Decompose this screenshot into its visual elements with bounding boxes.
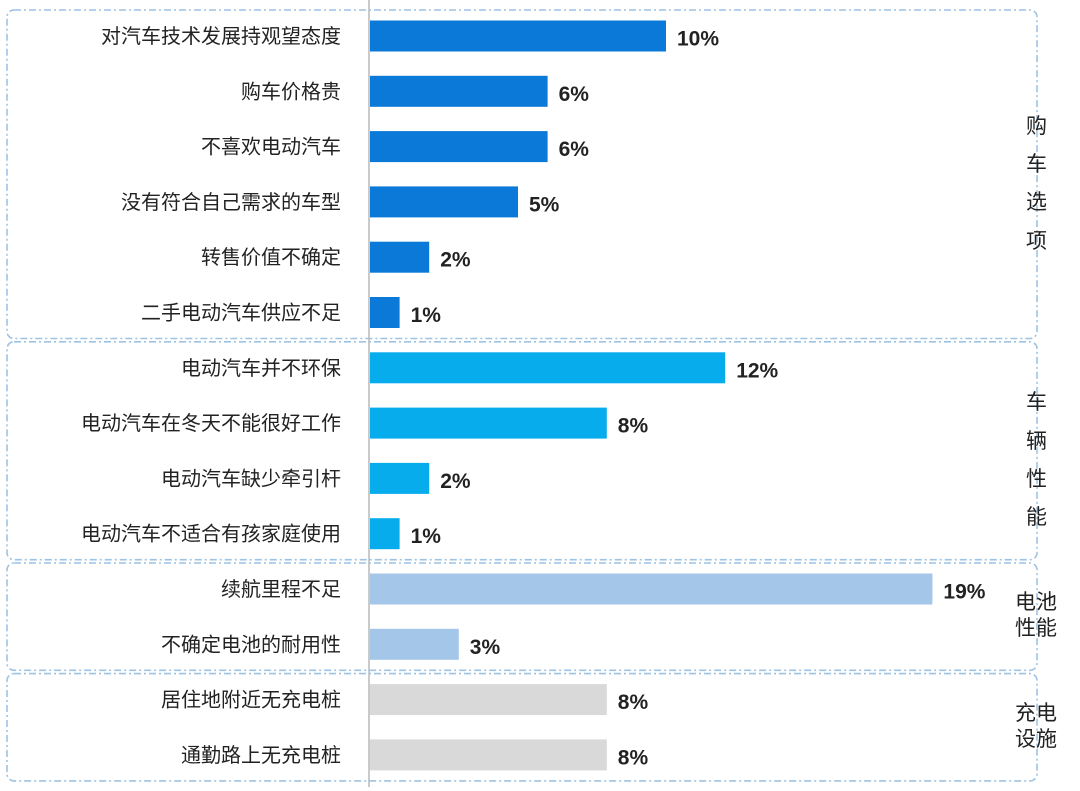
bar-0-4: [370, 241, 430, 273]
bar-0-0: [370, 20, 666, 52]
value-label: 8%: [618, 415, 649, 438]
category-label: 没有符合自己需求的车型: [121, 190, 341, 214]
value-label: 10%: [677, 28, 719, 51]
bar-2-1: [370, 628, 459, 660]
category-label: 电动汽车在冬天不能很好工作: [81, 411, 341, 435]
bar-0-2: [370, 131, 548, 163]
group-box-1: [6, 340, 1038, 561]
bar-0-3: [370, 186, 518, 218]
category-label: 购车价格贵: [241, 79, 341, 103]
bar-2-0: [370, 573, 933, 605]
bar-0-5: [370, 297, 400, 328]
bar-1-3: [370, 518, 400, 550]
category-label: 续航里程不足: [221, 577, 341, 601]
group-box-3: [6, 672, 1038, 782]
group-box-2: [6, 562, 1038, 672]
value-label: 19%: [943, 581, 985, 604]
category-label: 电动汽车并不环保: [181, 356, 341, 380]
value-label: 8%: [618, 746, 649, 769]
bar-1-1: [370, 407, 607, 439]
category-label: 转售价值不确定: [201, 245, 341, 269]
category-label: 居住地附近无充电桩: [161, 688, 341, 712]
group-box-0: [6, 9, 1038, 340]
bar-1-2: [370, 462, 430, 494]
value-label: 8%: [618, 691, 649, 714]
category-label: 对汽车技术发展持观望态度: [101, 24, 341, 48]
bar-0-1: [370, 75, 548, 107]
bar-3-1: [370, 739, 607, 771]
category-label: 电动汽车缺少牵引杆: [161, 466, 341, 490]
value-label: 2%: [440, 249, 471, 272]
category-label: 通勤路上无充电桩: [181, 743, 341, 767]
bar-1-0: [370, 352, 726, 384]
value-label: 5%: [529, 193, 560, 216]
category-label: 不喜欢电动汽车: [201, 135, 341, 159]
value-label: 1%: [411, 304, 442, 327]
category-label: 二手电动汽车供应不足: [141, 301, 341, 325]
bar-3-0: [370, 684, 607, 716]
category-label: 不确定电池的耐用性: [161, 632, 341, 656]
value-label: 2%: [440, 470, 471, 493]
value-label: 1%: [411, 525, 442, 548]
value-label: 3%: [470, 636, 501, 659]
value-label: 6%: [559, 83, 590, 106]
category-label: 电动汽车不适合有孩家庭使用: [81, 522, 341, 546]
value-label: 6%: [559, 138, 590, 161]
value-label: 12%: [736, 359, 778, 382]
